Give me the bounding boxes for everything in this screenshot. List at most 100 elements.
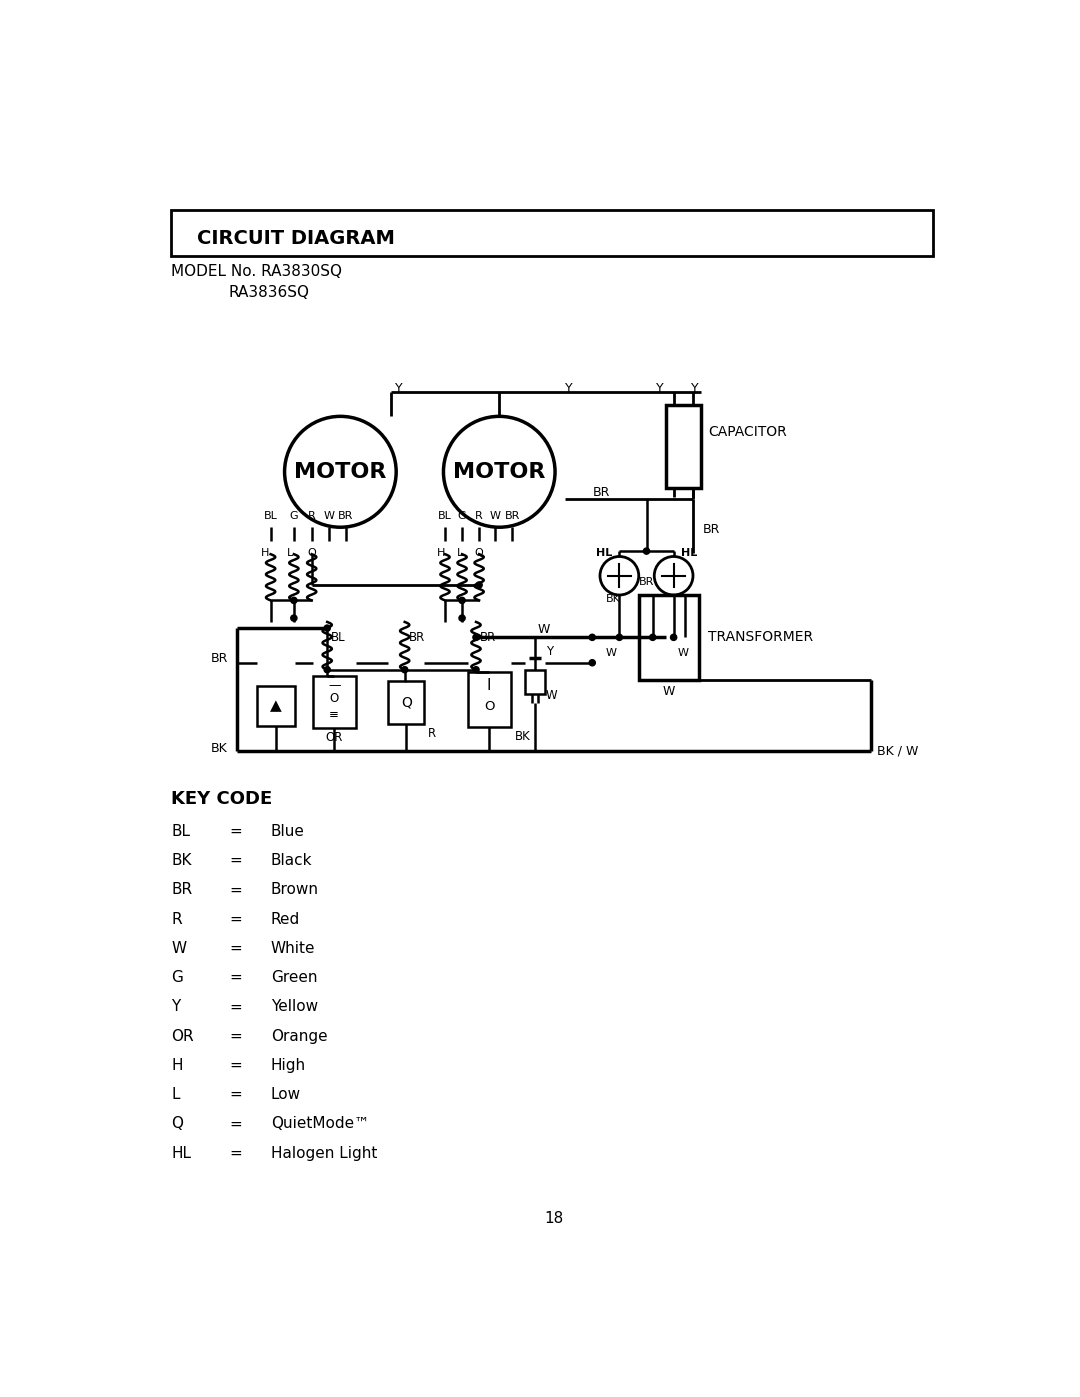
Bar bbox=[525, 669, 545, 694]
Text: Halogen Light: Halogen Light bbox=[271, 1146, 377, 1161]
Text: W: W bbox=[490, 511, 501, 521]
Text: MODEL No. RA3830SQ: MODEL No. RA3830SQ bbox=[172, 264, 342, 279]
Text: Y: Y bbox=[656, 383, 663, 395]
Text: High: High bbox=[271, 1058, 306, 1073]
Text: W: W bbox=[172, 942, 187, 956]
Text: Y: Y bbox=[545, 645, 553, 658]
Text: =: = bbox=[229, 912, 242, 926]
Text: HL: HL bbox=[596, 548, 612, 557]
Text: =: = bbox=[229, 883, 242, 897]
Bar bbox=[313, 676, 356, 728]
Text: BL: BL bbox=[264, 511, 278, 521]
Circle shape bbox=[459, 615, 465, 622]
Bar bbox=[666, 405, 701, 488]
Text: =: = bbox=[229, 854, 242, 868]
Text: BR: BR bbox=[338, 511, 353, 521]
Text: W: W bbox=[663, 685, 675, 697]
Text: =: = bbox=[229, 1146, 242, 1161]
Text: MOTOR: MOTOR bbox=[294, 462, 387, 482]
Text: BL: BL bbox=[332, 631, 346, 644]
Text: =: = bbox=[229, 970, 242, 985]
Text: ▲: ▲ bbox=[270, 698, 282, 714]
Text: OR: OR bbox=[325, 731, 342, 745]
Text: R: R bbox=[172, 912, 183, 926]
Text: Q: Q bbox=[475, 548, 484, 557]
Text: =: = bbox=[229, 942, 242, 956]
Text: Q: Q bbox=[308, 548, 316, 557]
Text: W: W bbox=[606, 648, 617, 658]
Text: H: H bbox=[437, 548, 446, 557]
Text: BR: BR bbox=[638, 577, 654, 587]
Text: BK: BK bbox=[172, 854, 192, 868]
Text: =: = bbox=[229, 1058, 242, 1073]
Circle shape bbox=[444, 416, 555, 527]
Text: BK / W: BK / W bbox=[877, 745, 919, 757]
Bar bbox=[469, 672, 511, 728]
Text: 18: 18 bbox=[544, 1211, 563, 1227]
Bar bbox=[638, 595, 699, 680]
Text: R: R bbox=[475, 511, 483, 521]
Bar bbox=[257, 686, 295, 726]
Text: Y: Y bbox=[394, 383, 402, 395]
Text: W: W bbox=[538, 623, 551, 636]
Circle shape bbox=[600, 556, 638, 595]
Text: Y: Y bbox=[691, 383, 699, 395]
Text: BK: BK bbox=[515, 731, 530, 743]
Circle shape bbox=[590, 634, 595, 640]
Circle shape bbox=[671, 634, 677, 640]
Text: G: G bbox=[458, 511, 467, 521]
Text: QuietMode™: QuietMode™ bbox=[271, 1116, 369, 1132]
Text: BK: BK bbox=[606, 594, 621, 604]
Text: H: H bbox=[172, 1058, 183, 1073]
Circle shape bbox=[649, 634, 656, 640]
Text: =: = bbox=[229, 1028, 242, 1044]
Text: =: = bbox=[229, 999, 242, 1014]
Text: BL: BL bbox=[438, 511, 451, 521]
Text: BR: BR bbox=[480, 631, 496, 644]
Circle shape bbox=[644, 548, 649, 555]
Text: BL: BL bbox=[172, 824, 190, 838]
Text: G: G bbox=[289, 511, 298, 521]
Text: —: — bbox=[328, 679, 340, 692]
Text: BR: BR bbox=[703, 522, 720, 536]
Text: H: H bbox=[261, 548, 270, 557]
Text: O: O bbox=[329, 693, 339, 705]
Text: Orange: Orange bbox=[271, 1028, 327, 1044]
Text: Brown: Brown bbox=[271, 883, 319, 897]
Text: Red: Red bbox=[271, 912, 300, 926]
Text: =: = bbox=[229, 1087, 242, 1102]
Text: Low: Low bbox=[271, 1087, 300, 1102]
Text: Black: Black bbox=[271, 854, 312, 868]
Text: =: = bbox=[229, 824, 242, 838]
Text: BR: BR bbox=[592, 486, 609, 499]
Text: Y: Y bbox=[565, 383, 572, 395]
Text: Green: Green bbox=[271, 970, 318, 985]
Text: HL: HL bbox=[681, 548, 698, 557]
Bar bbox=[172, 210, 933, 256]
Text: I: I bbox=[487, 679, 491, 693]
Text: BK: BK bbox=[212, 742, 228, 756]
Text: R: R bbox=[308, 511, 315, 521]
Circle shape bbox=[324, 666, 330, 673]
Text: W: W bbox=[677, 648, 689, 658]
Text: KEY CODE: KEY CODE bbox=[172, 791, 272, 807]
Text: W: W bbox=[323, 511, 334, 521]
Text: ≡: ≡ bbox=[329, 708, 339, 721]
Text: =: = bbox=[229, 1116, 242, 1132]
Text: L: L bbox=[172, 1087, 180, 1102]
Circle shape bbox=[617, 634, 622, 640]
Circle shape bbox=[291, 615, 297, 622]
Text: L: L bbox=[287, 548, 293, 557]
Bar bbox=[389, 682, 424, 725]
Text: White: White bbox=[271, 942, 315, 956]
Text: Yellow: Yellow bbox=[271, 999, 318, 1014]
Circle shape bbox=[590, 659, 595, 666]
Circle shape bbox=[459, 598, 465, 604]
Text: MOTOR: MOTOR bbox=[454, 462, 545, 482]
Text: BR: BR bbox=[408, 631, 424, 644]
Text: BR: BR bbox=[504, 511, 521, 521]
Text: Blue: Blue bbox=[271, 824, 305, 838]
Circle shape bbox=[284, 416, 396, 527]
Text: OR: OR bbox=[172, 1028, 194, 1044]
Text: RA3836SQ: RA3836SQ bbox=[228, 285, 309, 300]
